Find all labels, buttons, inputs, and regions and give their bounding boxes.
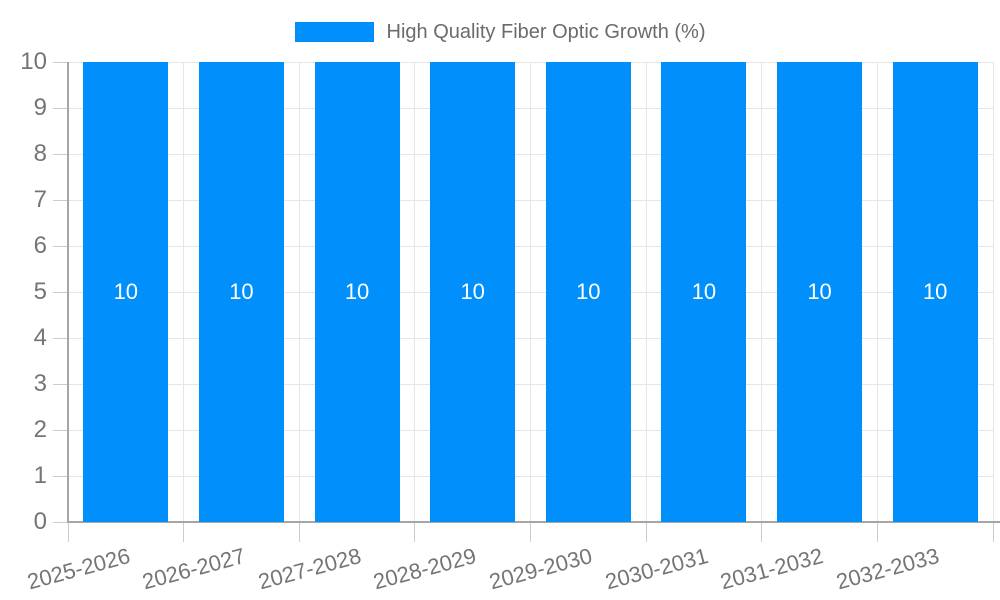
bar[interactable] <box>198 62 284 522</box>
x-tick <box>876 522 878 542</box>
x-tick <box>992 522 994 542</box>
v-gridline <box>530 62 531 522</box>
x-axis-label: 2028-2029 <box>371 543 480 595</box>
y-tick <box>53 429 68 431</box>
y-tick <box>53 383 68 385</box>
y-axis-label: 0 <box>33 508 47 535</box>
y-tick <box>53 153 68 155</box>
y-axis-label: 7 <box>33 186 47 213</box>
x-axis-line <box>66 521 1000 523</box>
x-tick <box>761 522 763 542</box>
v-gridline <box>645 62 647 522</box>
x-axis-label: 2025-2026 <box>24 543 133 595</box>
x-axis-label: 2026-2027 <box>139 543 248 595</box>
x-axis-label: 2030-2031 <box>602 543 711 595</box>
y-axis-label: 3 <box>33 370 47 397</box>
y-axis-label: 10 <box>20 48 47 75</box>
y-tick <box>53 475 68 477</box>
y-axis-label: 4 <box>33 324 47 351</box>
y-axis-label: 9 <box>33 94 47 121</box>
legend[interactable]: High Quality Fiber Optic Growth (%) <box>0 20 1000 44</box>
v-gridline <box>992 62 994 522</box>
legend-label: High Quality Fiber Optic Growth (%) <box>386 21 706 43</box>
x-tick <box>414 522 416 542</box>
x-axis-label: 2031-2032 <box>717 543 827 595</box>
bar[interactable] <box>661 62 747 522</box>
y-tick <box>53 521 68 523</box>
y-axis-label: 2 <box>33 416 47 443</box>
x-axis-label: 2029-2030 <box>486 543 595 595</box>
y-tick <box>53 291 68 293</box>
v-gridline <box>298 62 300 522</box>
v-gridline <box>761 62 763 522</box>
y-axis-line <box>66 62 69 523</box>
bar[interactable] <box>545 62 631 522</box>
y-tick <box>53 61 68 63</box>
bar[interactable] <box>892 62 978 522</box>
bar[interactable] <box>83 62 169 522</box>
x-tick <box>530 522 531 542</box>
x-tick <box>183 522 185 542</box>
v-gridline <box>876 62 878 522</box>
y-tick <box>53 245 68 247</box>
x-axis-label: 2027-2028 <box>255 543 364 595</box>
bar[interactable] <box>314 62 400 522</box>
x-tick <box>67 522 69 542</box>
bar[interactable] <box>777 62 863 522</box>
x-tick <box>645 522 647 542</box>
v-gridline <box>414 62 416 522</box>
y-axis-label: 8 <box>33 140 47 167</box>
v-gridline <box>183 62 185 522</box>
bar[interactable] <box>430 62 516 522</box>
y-axis-label: 5 <box>33 278 47 305</box>
y-tick <box>53 107 68 109</box>
x-axis-label: 2032-2033 <box>833 543 942 595</box>
legend-swatch <box>294 22 374 42</box>
x-tick <box>298 522 300 542</box>
y-axis-label: 1 <box>33 462 47 489</box>
y-tick <box>53 337 68 339</box>
y-axis-label: 6 <box>33 232 47 259</box>
y-tick <box>53 199 68 201</box>
